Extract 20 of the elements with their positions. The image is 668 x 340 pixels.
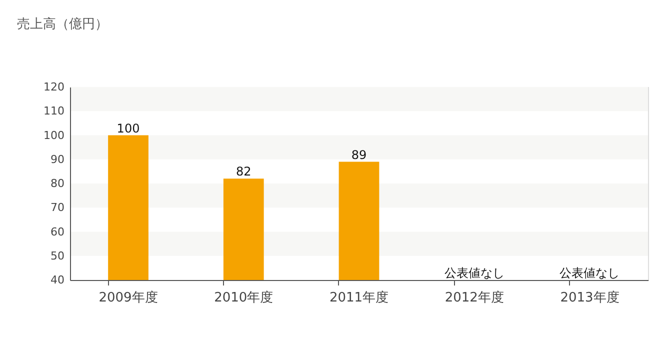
x-tick-label: 2012年度: [444, 290, 504, 306]
x-tick-label: 2013年度: [560, 290, 620, 306]
data-label: 100: [116, 121, 140, 136]
text: 公表値なし: [444, 266, 504, 280]
y-tick-label: 110: [44, 104, 64, 118]
y-tick-label: 80: [50, 177, 64, 190]
y-tick-label: 120: [44, 80, 64, 94]
data-label: 89: [351, 148, 367, 162]
y-tick-label: 70: [50, 201, 64, 214]
y-tick-label: 90: [50, 152, 64, 166]
y-tick-label: 60: [50, 225, 64, 238]
x-tick-label: 2010年度: [214, 290, 274, 306]
x-tick-label: 2009年度: [98, 290, 158, 306]
x-tick-label: 2011年度: [329, 290, 389, 306]
y-tick-label: 50: [50, 249, 64, 262]
data-label: 82: [236, 164, 252, 179]
chart-title: 売上高（億円）: [17, 16, 108, 32]
text: 公表値なし: [560, 266, 620, 280]
y-tick-label: 40: [50, 274, 64, 286]
y-tick-label: 100: [44, 128, 64, 142]
